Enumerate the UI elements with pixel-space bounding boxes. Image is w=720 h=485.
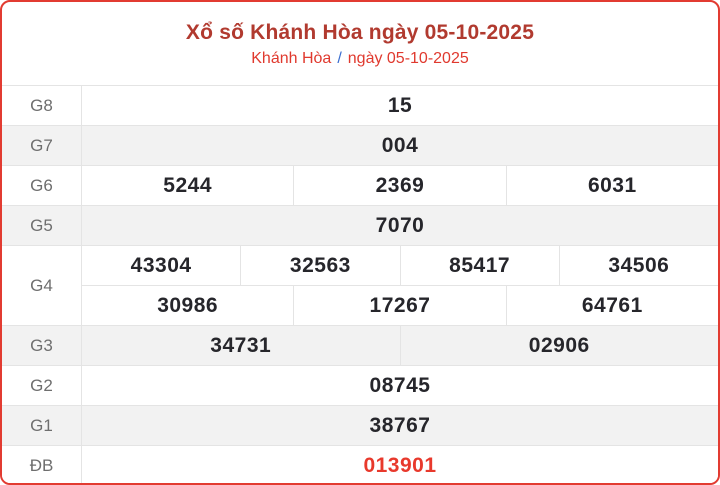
breadcrumb-region-link[interactable]: Khánh Hòa: [251, 50, 332, 67]
prize-number: 5244: [163, 173, 213, 197]
prize-number: 6031: [505, 166, 718, 205]
row-label: G7: [2, 126, 82, 165]
table-row-g3: G3 34731 02906: [2, 325, 718, 365]
prize-number: 64761: [505, 286, 718, 325]
table-row-g6: G6 5244 2369 6031: [2, 165, 718, 205]
prize-number: 43304: [130, 253, 192, 277]
prize-number: 2369: [293, 166, 505, 205]
table-row-db: ĐB 013901: [2, 445, 718, 483]
table-row-g8: G8 15: [2, 85, 718, 125]
row-label: G4: [2, 246, 82, 325]
prize-number: 85417: [399, 246, 559, 285]
table-row-g1: G1 38767: [2, 405, 718, 445]
table-row-g4: G4 43304 32563 85417 34506 30986 17267 6…: [2, 245, 718, 325]
breadcrumb: Khánh Hòa / ngày 05-10-2025: [251, 50, 469, 68]
prize-number: 7070: [375, 213, 425, 237]
row-label: G8: [2, 86, 82, 125]
prize-number: 32563: [240, 246, 399, 285]
special-prize-number: 013901: [363, 453, 437, 477]
breadcrumb-separator: /: [337, 50, 342, 67]
table-row-g7: G7 004: [2, 125, 718, 165]
row-label: ĐB: [2, 446, 82, 483]
prize-number: 34506: [558, 246, 718, 285]
prize-number: 004: [381, 133, 419, 157]
prize-number: 15: [387, 93, 413, 117]
page-title: Xổ số Khánh Hòa ngày 05-10-2025: [185, 21, 535, 44]
table-row-g2: G2 08745: [2, 365, 718, 405]
results-table: G8 15 G7 004 G6 5244 2369 6031 G5 7070: [2, 85, 718, 483]
prize-number: 02906: [399, 326, 719, 365]
table-row-g5: G5 7070: [2, 205, 718, 245]
row-label: G2: [2, 366, 82, 405]
row-label: G3: [2, 326, 82, 365]
card-header: Xổ số Khánh Hòa ngày 05-10-2025 Khánh Hò…: [2, 2, 718, 85]
row-label: G5: [2, 206, 82, 245]
prize-number: 38767: [369, 413, 431, 437]
prize-number: 30986: [157, 293, 219, 317]
prize-number: 08745: [369, 373, 431, 397]
breadcrumb-date-link[interactable]: ngày 05-10-2025: [347, 50, 469, 67]
prize-number: 17267: [293, 286, 505, 325]
row-label: G1: [2, 406, 82, 445]
prize-number: 34731: [210, 333, 272, 357]
row-label: G6: [2, 166, 82, 205]
